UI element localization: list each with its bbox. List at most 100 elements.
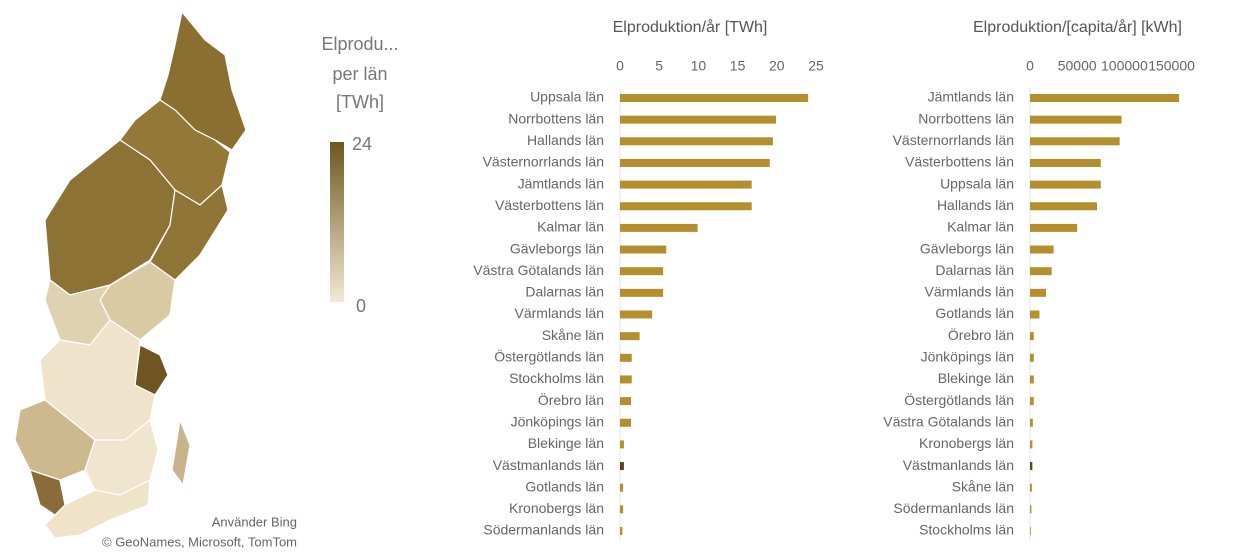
bar (1030, 353, 1034, 362)
y-tick-label: Hallands län (937, 197, 1014, 213)
x-tick-label: 5 (655, 58, 663, 74)
x-tick-label: 10 (691, 58, 707, 74)
bar (620, 332, 640, 341)
y-tick-label: Västerbottens län (495, 197, 604, 213)
chart-title: Elproduktion/år [TWh] (613, 18, 768, 36)
x-tick-label: 150000 (1148, 58, 1195, 74)
y-tick-label: Västmanlands län (903, 457, 1014, 473)
bar (1030, 223, 1078, 232)
y-tick-label: Västra Götalands län (883, 413, 1014, 429)
y-tick-label: Kronobergs län (919, 435, 1014, 451)
y-tick-label: Jämtlands län (928, 89, 1014, 105)
y-tick-label: Uppsala län (530, 89, 604, 105)
bar (1030, 202, 1098, 211)
bar (1030, 397, 1034, 406)
bar (1030, 505, 1032, 514)
x-tick-label: 100000 (1101, 58, 1148, 74)
bar (1030, 310, 1040, 319)
bar (1030, 180, 1101, 189)
y-tick-label: Gävleborgs län (920, 240, 1014, 256)
y-tick-label: Jönköpings län (921, 349, 1014, 365)
bar (1030, 94, 1180, 102)
bar (1030, 137, 1120, 146)
bar (1030, 527, 1031, 535)
bar (620, 180, 752, 189)
bar (1030, 440, 1033, 449)
bar (620, 288, 664, 297)
bar (620, 418, 631, 427)
y-tick-label: Norrbottens län (918, 110, 1014, 126)
x-tick-label: 15 (730, 58, 746, 74)
y-tick-label: Jönköpings län (511, 413, 604, 429)
bar (620, 397, 631, 406)
y-tick-label: Gävleborgs län (510, 240, 604, 256)
y-tick-label: Skåne län (542, 327, 604, 343)
bar (620, 223, 698, 232)
y-tick-label: Uppsala län (940, 175, 1014, 191)
y-tick-label: Kalmar län (537, 219, 604, 235)
y-tick-label: Gotlands län (935, 305, 1014, 321)
bar (620, 527, 623, 535)
attribution: © GeoNames, Microsoft, TomTom (102, 534, 297, 548)
bar (620, 440, 624, 449)
y-tick-label: Kalmar län (947, 219, 1014, 235)
bar (1030, 462, 1033, 471)
y-tick-label: Stockholms län (919, 522, 1014, 538)
legend-title: [TWh] (336, 92, 384, 112)
y-tick-label: Gotlands län (525, 478, 604, 494)
chart-title: Elproduktion/[capita/år] [kWh] (973, 18, 1182, 36)
bar (620, 137, 773, 146)
x-tick-label: 0 (1026, 58, 1034, 74)
attribution: Använder Bing (212, 514, 297, 529)
region (44, 478, 151, 539)
y-tick-label: Västerbottens län (905, 154, 1014, 170)
bar (620, 462, 624, 471)
legend-title: per län (332, 64, 387, 84)
y-tick-label: Värmlands län (515, 305, 605, 321)
bar (620, 483, 624, 492)
y-tick-label: Örebro län (538, 391, 604, 408)
bar (620, 94, 809, 102)
bar (620, 245, 667, 254)
bar (1030, 115, 1122, 124)
y-tick-label: Östergötlands län (904, 391, 1014, 408)
bar (620, 115, 777, 124)
x-tick-label: 0 (616, 58, 624, 74)
y-tick-label: Södermanlands län (893, 500, 1014, 516)
y-tick-label: Södermanlands län (483, 522, 604, 538)
x-tick-label: 25 (808, 58, 824, 74)
y-tick-label: Hallands län (527, 132, 604, 148)
bar (1030, 375, 1034, 384)
y-tick-label: Västernorrlands län (893, 132, 1014, 148)
bar (620, 375, 632, 384)
y-tick-label: Dalarnas län (935, 262, 1014, 278)
bar (620, 310, 653, 319)
y-tick-label: Östergötlands län (494, 348, 604, 365)
y-tick-label: Norrbottens län (508, 110, 604, 126)
legend-gradient (330, 142, 344, 302)
y-tick-label: Stockholms län (509, 370, 604, 386)
bar (1030, 158, 1101, 167)
x-tick-label: 20 (769, 58, 785, 74)
bar (1030, 332, 1034, 341)
y-tick-label: Jämtlands län (518, 175, 604, 191)
y-tick-label: Örebro län (948, 326, 1014, 343)
region (149, 183, 229, 281)
y-tick-label: Blekinge län (528, 435, 604, 451)
bar (620, 353, 632, 362)
y-tick-label: Värmlands län (925, 284, 1015, 300)
legend-max: 24 (352, 134, 372, 154)
bar (1030, 418, 1033, 427)
bar (620, 505, 624, 514)
y-tick-label: Kronobergs län (509, 500, 604, 516)
y-tick-label: Västra Götalands län (473, 262, 604, 278)
x-tick-label: 50000 (1058, 58, 1097, 74)
bar (1030, 267, 1052, 276)
y-tick-label: Blekinge län (938, 370, 1014, 386)
legend-min: 0 (356, 296, 366, 316)
bar (1030, 288, 1047, 297)
map (14, 10, 247, 539)
region (171, 417, 191, 487)
y-tick-label: Dalarnas län (525, 284, 604, 300)
